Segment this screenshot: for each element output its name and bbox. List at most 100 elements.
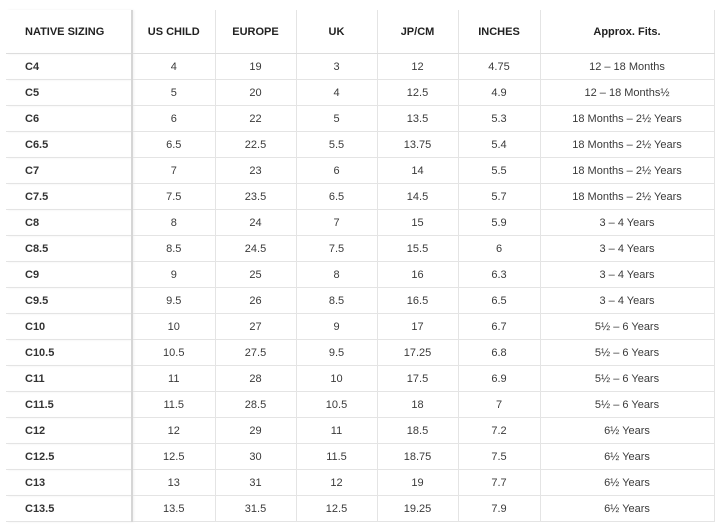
table-row: C5 5 20 4 12.5 4.9 12 – 18 Months½ <box>6 79 715 106</box>
table-row: C7.5 7.5 23.5 6.5 14.5 5.7 18 Months – 2½ Year… <box>6 183 715 210</box>
table-cell: 26 <box>215 287 297 314</box>
table-cell: 10 <box>296 365 378 392</box>
table-cell: 5.9 <box>458 209 541 236</box>
table-cell: 7.7 <box>458 469 541 496</box>
table-cell: 9 <box>296 313 378 340</box>
table-cell: C12 <box>6 417 133 444</box>
table-cell: C13 <box>6 469 133 496</box>
table-cell: C6 <box>6 105 133 132</box>
table-cell: C5 <box>6 79 133 106</box>
table-cell: 5½ – 6 Years <box>540 339 715 366</box>
table-cell: 6.3 <box>458 261 541 288</box>
table-cell: 13 <box>132 469 216 496</box>
table-cell: 5 <box>296 105 378 132</box>
table-cell: 5.7 <box>458 183 541 210</box>
table-cell: 22 <box>215 105 297 132</box>
table-cell: 30 <box>215 443 297 470</box>
table-row: C13 13 31 12 19 7.7 6½ Years <box>6 469 715 496</box>
table-cell: 10.5 <box>132 339 216 366</box>
table-cell: 10.5 <box>296 391 378 418</box>
table-cell: 13.75 <box>377 131 459 158</box>
table-row: C12 12 29 11 18.5 7.2 6½ Years <box>6 417 715 444</box>
table-cell: 17.25 <box>377 339 459 366</box>
table-cell: 9.5 <box>296 339 378 366</box>
table-cell: 14.5 <box>377 183 459 210</box>
table-cell: C11 <box>6 365 133 392</box>
table-cell: 8 <box>296 261 378 288</box>
table-cell: C9.5 <box>6 287 133 314</box>
table-cell: 6½ Years <box>540 495 715 522</box>
table-cell: 5.3 <box>458 105 541 132</box>
table-cell: 19 <box>215 53 297 80</box>
table-cell: C10 <box>6 313 133 340</box>
table-cell: 5.4 <box>458 131 541 158</box>
table-row: C8.5 8.5 24.5 7.5 15.5 6 3 – 4 Years <box>6 235 715 262</box>
table-cell: 7.5 <box>458 443 541 470</box>
table-cell: 11.5 <box>296 443 378 470</box>
table-cell: 12 <box>296 469 378 496</box>
table-cell: 4.75 <box>458 53 541 80</box>
table-cell: 7.9 <box>458 495 541 522</box>
table-cell: 5.5 <box>296 131 378 158</box>
size-table: NATIVE SIZING US CHILD EUROPE UK JP/CM INCHES… <box>6 10 715 522</box>
table-cell: 7 <box>458 391 541 418</box>
table-cell: 11 <box>296 417 378 444</box>
table-cell: 3 – 4 Years <box>540 287 715 314</box>
table-row: C9 9 25 8 16 6.3 3 – 4 Years <box>6 261 715 288</box>
table-cell: 5½ – 6 Years <box>540 365 715 392</box>
table-cell: 6½ Years <box>540 443 715 470</box>
table-cell: C9 <box>6 261 133 288</box>
table-row: C11.5 11.5 28.5 10.5 18 7 5½ – 6 Years <box>6 391 715 418</box>
table-cell: 15.5 <box>377 235 459 262</box>
table-cell: C12.5 <box>6 443 133 470</box>
table-cell: 5½ – 6 Years <box>540 391 715 418</box>
table-row: C12.5 12.5 30 11.5 18.75 7.5 6½ Years <box>6 443 715 470</box>
header-cell: US CHILD <box>132 10 216 54</box>
table-cell: 28.5 <box>215 391 297 418</box>
table-cell: 17 <box>377 313 459 340</box>
table-cell: 3 – 4 Years <box>540 235 715 262</box>
table-cell: C4 <box>6 53 133 80</box>
table-cell: 3 – 4 Years <box>540 209 715 236</box>
table-cell: 6 <box>296 157 378 184</box>
header-cell: JP/CM <box>377 10 459 54</box>
table-row: C9.5 9.5 26 8.5 16.5 6.5 3 – 4 Years <box>6 287 715 314</box>
header-cell: Approx. Fits. <box>540 10 715 54</box>
table-row: C4 4 19 3 12 4.75 12 – 18 Months <box>6 53 715 80</box>
table-cell: 12.5 <box>377 79 459 106</box>
table-cell: 12 – 18 Months½ <box>540 79 715 106</box>
table-cell: 19.25 <box>377 495 459 522</box>
table-cell: 17.5 <box>377 365 459 392</box>
table-cell: 28 <box>215 365 297 392</box>
table-cell: C8 <box>6 209 133 236</box>
table-row: C10 10 27 9 17 6.7 5½ – 6 Years <box>6 313 715 340</box>
table-cell: 6 <box>132 105 216 132</box>
table-cell: 6.8 <box>458 339 541 366</box>
table-cell: 15 <box>377 209 459 236</box>
table-cell: 4.9 <box>458 79 541 106</box>
table-cell: 12 <box>377 53 459 80</box>
table-cell: 31.5 <box>215 495 297 522</box>
table-cell: C7 <box>6 157 133 184</box>
table-cell: 10 <box>132 313 216 340</box>
table-cell: 6.7 <box>458 313 541 340</box>
table-cell: 7.2 <box>458 417 541 444</box>
table-cell: 9 <box>132 261 216 288</box>
table-cell: 18.5 <box>377 417 459 444</box>
table-cell: 18 Months – 2½ Years <box>540 131 715 158</box>
size-chart: NATIVE SIZING US CHILD EUROPE UK JP/CM INCHES… <box>6 10 715 522</box>
table-cell: C11.5 <box>6 391 133 418</box>
table-cell: 18.75 <box>377 443 459 470</box>
table-cell: 7 <box>296 209 378 236</box>
table-cell: 4 <box>296 79 378 106</box>
table-cell: 27 <box>215 313 297 340</box>
table-cell: 29 <box>215 417 297 444</box>
table-cell: 3 – 4 Years <box>540 261 715 288</box>
table-body: C4 4 19 3 12 4.75 12 – 18 Months C5 5 20 4 12.5 4.9 1… <box>6 53 715 522</box>
table-cell: 18 Months – 2½ Years <box>540 105 715 132</box>
table-cell: 12 <box>132 417 216 444</box>
header-row: NATIVE SIZING US CHILD EUROPE UK JP/CM INCHES… <box>6 10 715 54</box>
table-cell: C13.5 <box>6 495 133 522</box>
table-row: C11 11 28 10 17.5 6.9 5½ – 6 Years <box>6 365 715 392</box>
table-row: C8 8 24 7 15 5.9 3 – 4 Years <box>6 209 715 236</box>
